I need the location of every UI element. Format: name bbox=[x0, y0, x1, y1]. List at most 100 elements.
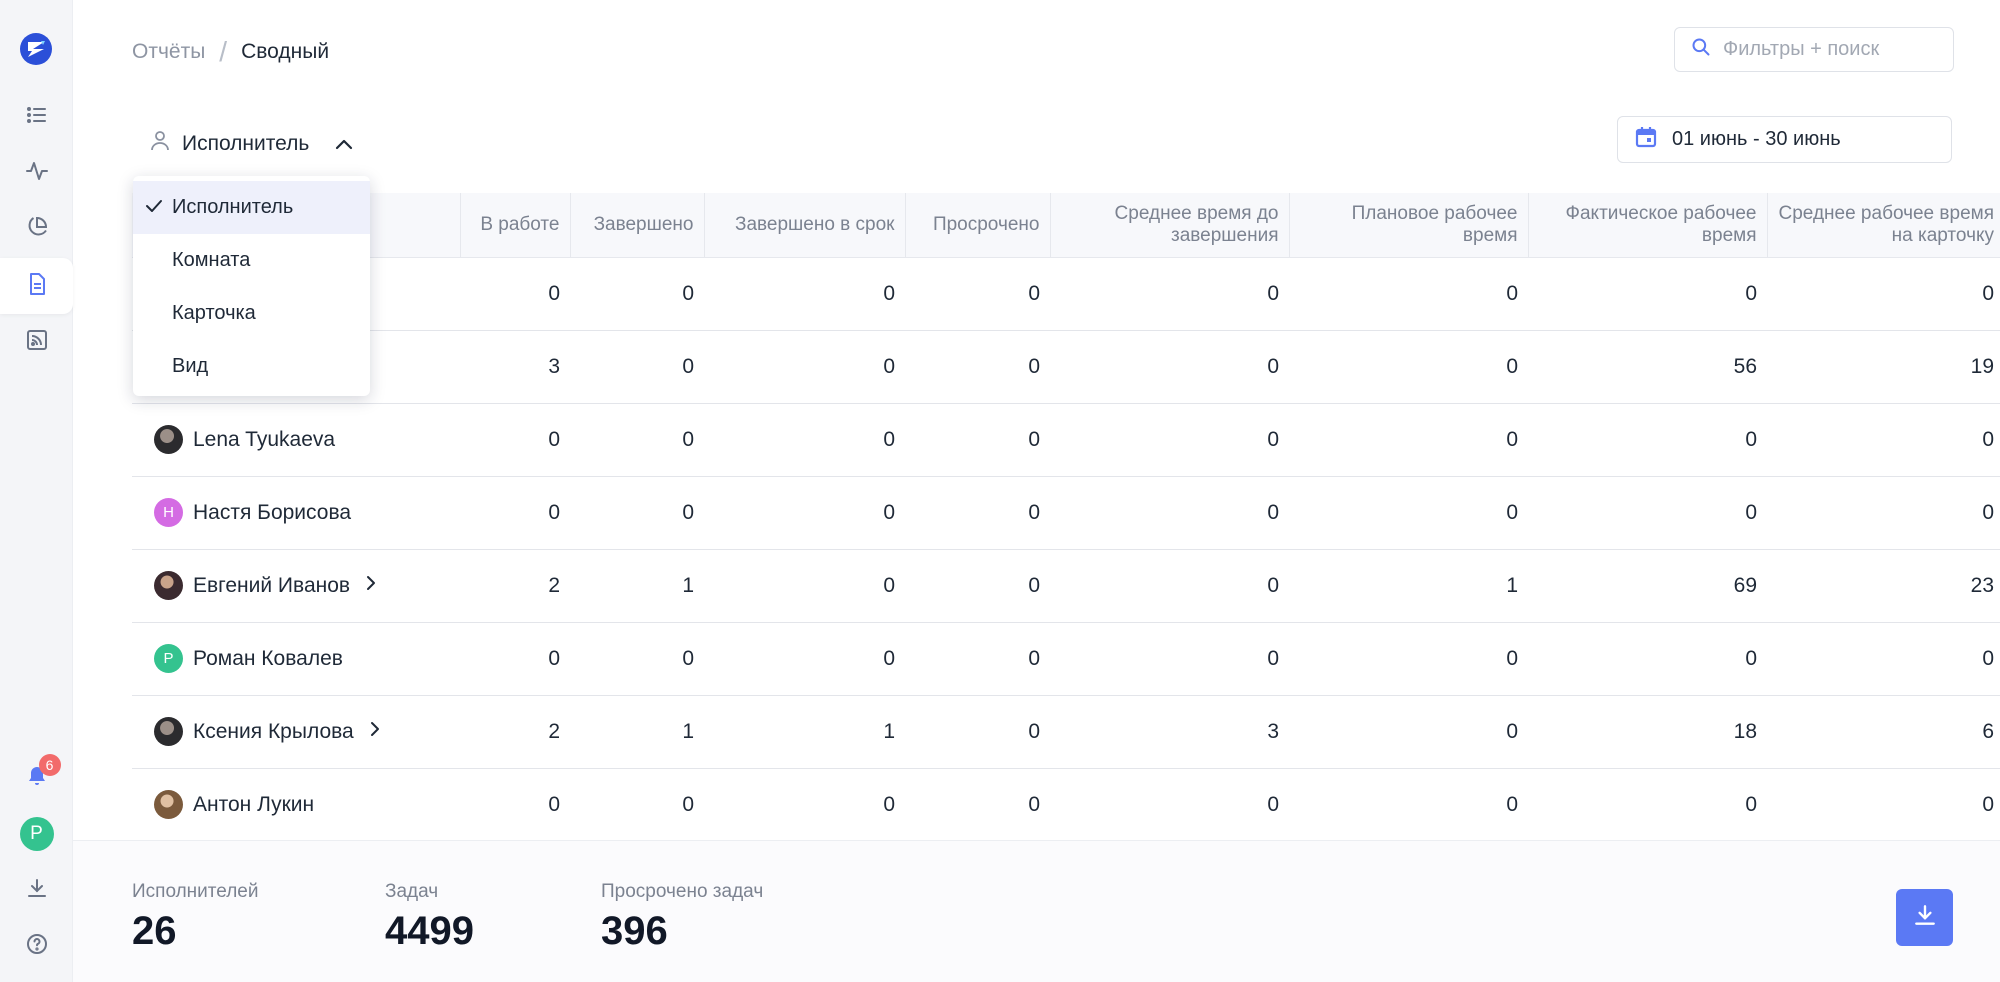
user-avatar: Р bbox=[19, 817, 54, 851]
table-cell: 0 bbox=[704, 476, 905, 550]
sidebar-item-download[interactable] bbox=[0, 862, 73, 918]
assignee-name: Lena Tyukaeva bbox=[193, 427, 336, 451]
stat-value: 4499 bbox=[385, 909, 474, 953]
list-icon bbox=[25, 103, 49, 132]
table-cell: 3 bbox=[460, 330, 570, 404]
pie-chart-icon bbox=[25, 215, 49, 244]
table-cell: 2 bbox=[460, 695, 570, 769]
table-cell: 0 bbox=[570, 476, 704, 550]
chevron-up-icon bbox=[335, 132, 353, 156]
sidebar: 6 Р bbox=[0, 0, 73, 982]
group-by-option-card[interactable]: Карточка bbox=[133, 287, 370, 340]
table-cell: 0 bbox=[570, 622, 704, 696]
table-cell: 69 bbox=[1528, 549, 1767, 623]
chevron-right-icon[interactable] bbox=[370, 720, 380, 743]
group-by-select[interactable]: Исполнитель bbox=[150, 130, 353, 158]
group-by-label: Исполнитель bbox=[182, 132, 310, 155]
stat-overdue: Просрочено задач 396 bbox=[601, 881, 763, 954]
date-range-picker[interactable]: 01 июнь - 30 июнь bbox=[1617, 116, 1952, 163]
table-row: 3 0 0 0 0 0 56 19 bbox=[132, 330, 2000, 404]
table-cell: 0 bbox=[570, 403, 704, 477]
table-cell: 0 bbox=[1050, 403, 1289, 477]
column-header[interactable]: Фактическое рабочее время bbox=[1528, 193, 1768, 258]
avatar bbox=[154, 571, 183, 600]
table-row: Р Роман Ковалев 0 0 0 0 0 0 0 0 bbox=[132, 622, 2000, 696]
table-cell: 0 bbox=[1289, 257, 1528, 331]
table-cell: 0 bbox=[1767, 403, 2000, 477]
group-by-option-assignee[interactable]: Исполнитель bbox=[133, 181, 370, 234]
breadcrumb-separator: / bbox=[219, 36, 228, 67]
column-header[interactable]: Завершено bbox=[570, 193, 705, 258]
rss-icon bbox=[25, 328, 49, 357]
sidebar-item-help[interactable] bbox=[0, 918, 73, 974]
assignee-cell: Р Роман Ковалев bbox=[132, 622, 460, 696]
column-header[interactable]: Просрочено bbox=[905, 193, 1051, 258]
table-cell: 0 bbox=[704, 330, 905, 404]
search-placeholder: Фильтры + поиск bbox=[1723, 38, 1880, 60]
table-cell: 0 bbox=[1050, 330, 1289, 404]
table-cell: 0 bbox=[905, 768, 1050, 842]
table-row: Антон Лукин 0 0 0 0 0 0 0 0 bbox=[132, 768, 2000, 842]
table-cell: 0 bbox=[905, 622, 1050, 696]
sidebar-item-feed[interactable] bbox=[0, 314, 73, 370]
table-cell: 0 bbox=[460, 403, 570, 477]
sidebar-item-profile[interactable]: Р bbox=[0, 806, 73, 862]
group-by-option-room[interactable]: Комната bbox=[133, 234, 370, 287]
table-cell: 23 bbox=[1767, 549, 2000, 623]
table-cell: 0 bbox=[460, 768, 570, 842]
export-button[interactable] bbox=[1896, 889, 1953, 946]
table-row[interactable]: Евгений Иванов 2 1 0 0 0 1 69 23 bbox=[132, 549, 2000, 623]
summary-footer: Исполнителей 26 Задач 4499 Просрочено за… bbox=[73, 840, 2000, 982]
table-cell: 0 bbox=[1289, 403, 1528, 477]
table-cell: 0 bbox=[905, 549, 1050, 623]
sidebar-item-notifications[interactable]: 6 bbox=[0, 750, 73, 806]
breadcrumb-reports[interactable]: Отчёты bbox=[132, 40, 206, 63]
table-cell: 0 bbox=[905, 257, 1050, 331]
table-cell: 0 bbox=[905, 695, 1050, 769]
stat-value: 26 bbox=[132, 909, 177, 953]
notification-badge: 6 bbox=[38, 753, 61, 776]
assignee[interactable]: Евгений Иванов bbox=[154, 571, 450, 600]
sidebar-item-reports[interactable] bbox=[0, 258, 73, 314]
date-range-label: 01 июнь - 30 июнь bbox=[1672, 128, 1841, 150]
column-header[interactable]: Завершено в срок bbox=[704, 193, 906, 258]
column-header[interactable]: В работе bbox=[460, 193, 571, 258]
table-cell: 0 bbox=[1050, 476, 1289, 550]
table-cell: 0 bbox=[1767, 476, 2000, 550]
sidebar-item-analytics[interactable] bbox=[0, 201, 73, 257]
table-cell: 0 bbox=[905, 330, 1050, 404]
column-header[interactable]: Среднее время до завершения bbox=[1050, 193, 1290, 258]
user-icon bbox=[150, 130, 170, 158]
table-cell: 0 bbox=[704, 257, 905, 331]
avatar bbox=[154, 425, 183, 454]
assignee: Антон Лукин bbox=[154, 790, 450, 819]
table-cell: 1 bbox=[1289, 549, 1528, 623]
document-icon bbox=[25, 272, 49, 301]
sidebar-item-activity[interactable] bbox=[0, 145, 73, 201]
group-by-option-view[interactable]: Вид bbox=[133, 340, 370, 393]
table-row: Lena Tyukaeva 0 0 0 0 0 0 0 0 bbox=[132, 403, 2000, 477]
avatar: Н bbox=[154, 498, 183, 527]
avatar bbox=[154, 717, 183, 746]
column-header[interactable]: Среднее рабочее время на карточку bbox=[1767, 193, 2000, 258]
table-row[interactable]: Ксения Крылова 2 1 1 0 3 0 18 6 bbox=[132, 695, 2000, 769]
search-input[interactable]: Фильтры + поиск bbox=[1674, 27, 1954, 72]
stat-value: 396 bbox=[601, 909, 668, 953]
app-logo[interactable] bbox=[19, 32, 53, 66]
assignee[interactable]: Ксения Крылова bbox=[154, 717, 450, 746]
assignee-cell: Ксения Крылова bbox=[132, 695, 460, 769]
chevron-right-icon[interactable] bbox=[366, 574, 376, 597]
table-cell: 19 bbox=[1767, 330, 2000, 404]
table-cell: 0 bbox=[1528, 403, 1767, 477]
table-cell: 6 bbox=[1767, 695, 2000, 769]
sidebar-item-tasks[interactable] bbox=[0, 89, 73, 145]
bell-icon: 6 bbox=[25, 753, 61, 793]
table-cell: 56 bbox=[1528, 330, 1767, 404]
option-label: Комната bbox=[172, 249, 251, 271]
check-icon bbox=[145, 197, 163, 220]
page-title: Сводный bbox=[241, 40, 330, 63]
column-header[interactable]: Плановое рабочее время bbox=[1289, 193, 1529, 258]
table-row: Н Настя Борисова 0 0 0 0 0 0 0 0 bbox=[132, 476, 2000, 550]
group-by-dropdown: Исполнитель Комната Карточка Вид bbox=[133, 176, 370, 396]
assignee-name: Ксения Крылова bbox=[193, 719, 354, 743]
